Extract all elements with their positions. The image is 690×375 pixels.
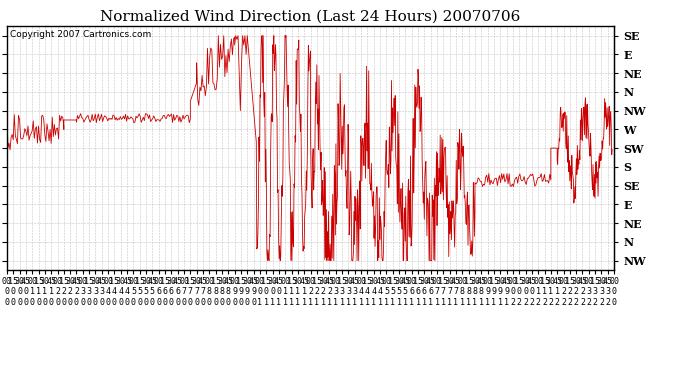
Text: Copyright 2007 Cartronics.com: Copyright 2007 Cartronics.com bbox=[10, 30, 151, 39]
Text: Normalized Wind Direction (Last 24 Hours) 20070706: Normalized Wind Direction (Last 24 Hours… bbox=[100, 9, 521, 23]
